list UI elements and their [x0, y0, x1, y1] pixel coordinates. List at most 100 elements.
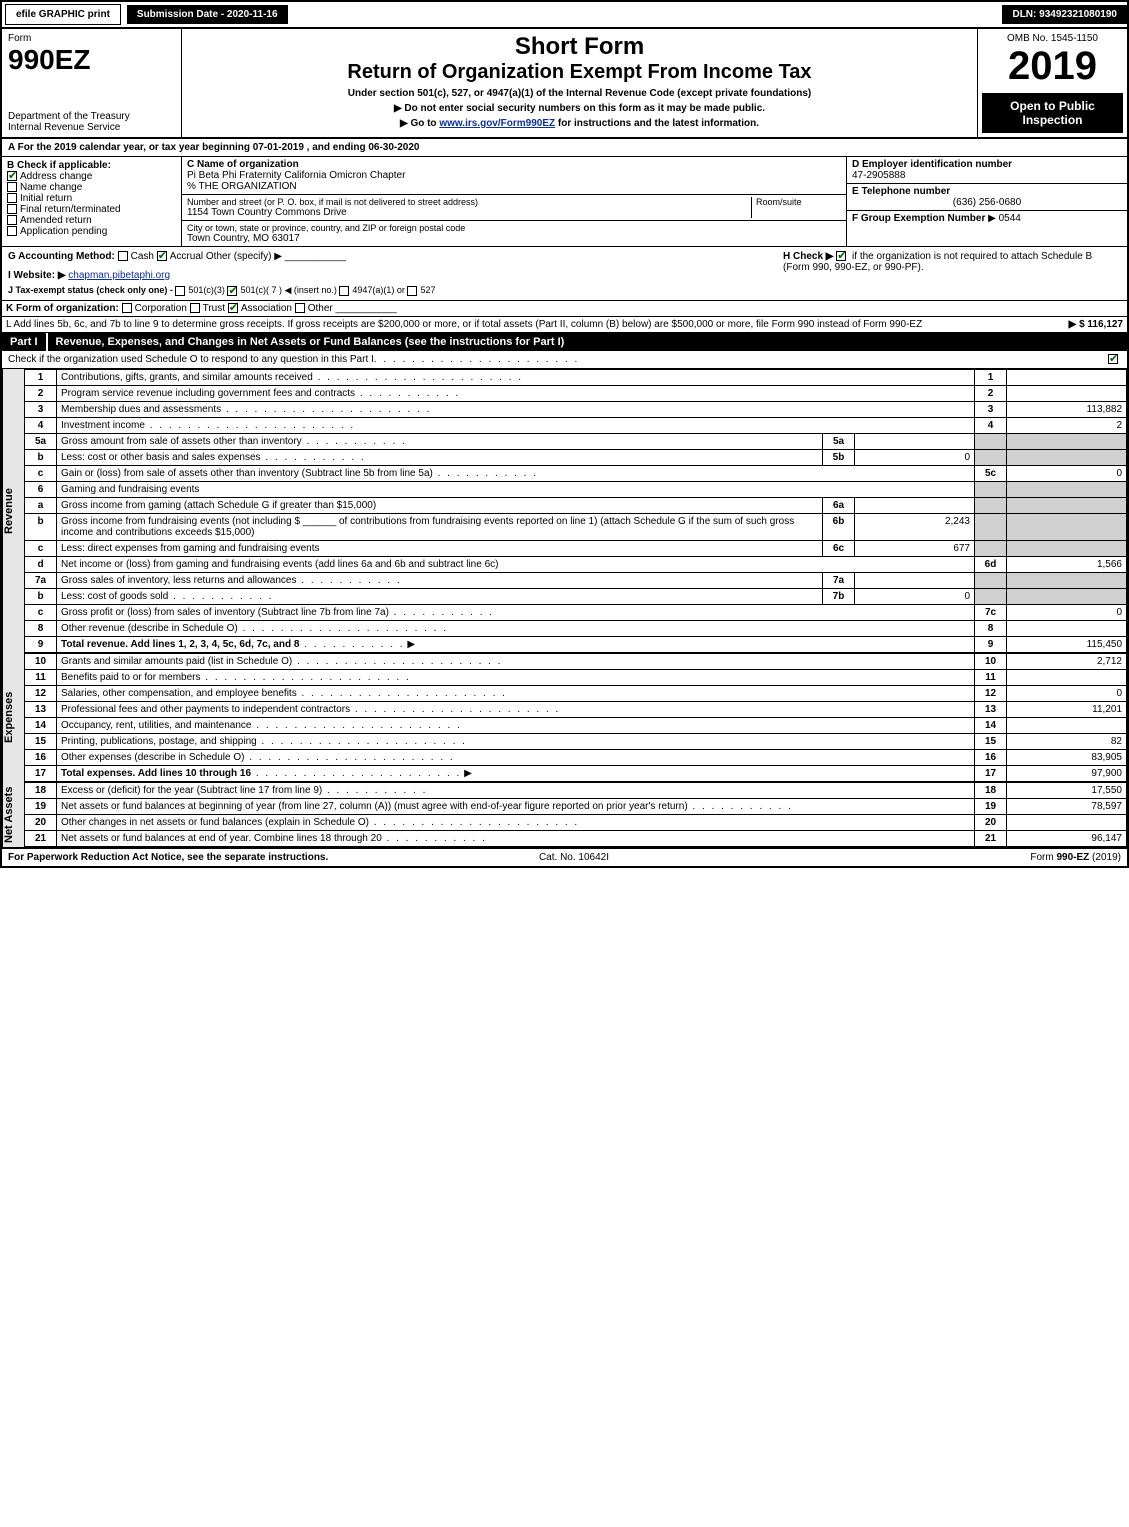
lbl-accrual: Accrual [170, 251, 203, 262]
line-6b-value: 2,243 [855, 514, 975, 541]
part-1-tag: Part I [2, 333, 48, 351]
lbl-4947: 4947(a)(1) or [352, 285, 405, 295]
net-assets-section: Net Assets 18Excess or (deficit) for the… [2, 782, 1127, 847]
room-suite-label: Room/suite [756, 197, 841, 207]
ein-label: D Employer identification number [852, 159, 1122, 170]
line-6d-value: 1,566 [1007, 557, 1127, 573]
form-page: efile GRAPHIC print Submission Date - 20… [0, 0, 1129, 868]
table-row: bLess: cost or other basis and sales exp… [25, 450, 1127, 466]
lbl-corporation: Corporation [135, 303, 187, 314]
revenue-table: 1Contributions, gifts, grants, and simil… [24, 369, 1127, 653]
box-b: B Check if applicable: Address change Na… [2, 157, 182, 246]
org-name: Pi Beta Phi Fraternity California Omicro… [187, 170, 841, 181]
line-18-value: 17,550 [1007, 783, 1127, 799]
dln-label: DLN: 93492321080190 [1002, 5, 1127, 24]
line-5b-desc: Less: cost or other basis and sales expe… [61, 452, 261, 463]
line-20-desc: Other changes in net assets or fund bala… [61, 817, 369, 828]
entity-info-block: B Check if applicable: Address change Na… [2, 157, 1127, 247]
chk-cash[interactable] [118, 251, 128, 261]
org-address: 1154 Town Country Commons Drive [187, 207, 751, 218]
table-row: 13Professional fees and other payments t… [25, 702, 1127, 718]
lbl-application-pending: Application pending [20, 226, 107, 237]
efile-button[interactable]: efile GRAPHIC print [5, 4, 121, 25]
line-21-value: 96,147 [1007, 831, 1127, 847]
total-revenue-value: 115,450 [1007, 637, 1127, 653]
chk-accrual[interactable] [157, 251, 167, 261]
chk-schedule-o-used[interactable] [1108, 354, 1118, 364]
irs-link[interactable]: www.irs.gov/Form990EZ [439, 118, 555, 129]
line-7b-desc: Less: cost of goods sold [61, 591, 168, 602]
line-13-value: 11,201 [1007, 702, 1127, 718]
line-1-desc: Contributions, gifts, grants, and simila… [61, 372, 313, 383]
form-id-footer: Form 990-EZ (2019) [1030, 852, 1121, 863]
chk-amended-return[interactable] [7, 215, 17, 225]
table-row: bGross income from fundraising events (n… [25, 514, 1127, 541]
chk-initial-return[interactable] [7, 193, 17, 203]
chk-trust[interactable] [190, 303, 200, 313]
website-link[interactable]: chapman.pibetaphi.org [68, 270, 170, 281]
line-15-value: 82 [1007, 734, 1127, 750]
line-6c-value: 677 [855, 541, 975, 557]
line-13-desc: Professional fees and other payments to … [61, 704, 350, 715]
lbl-final-return: Final return/terminated [20, 204, 121, 215]
box-c: C Name of organization Pi Beta Phi Frate… [182, 157, 847, 246]
table-row: 1Contributions, gifts, grants, and simil… [25, 370, 1127, 386]
chk-other-org[interactable] [295, 303, 305, 313]
part-1-header: Part I Revenue, Expenses, and Changes in… [2, 333, 1127, 351]
table-row: 11Benefits paid to or for members11 [25, 670, 1127, 686]
line-19-value: 78,597 [1007, 799, 1127, 815]
return-title: Return of Organization Exempt From Incom… [190, 61, 969, 84]
lbl-trust: Trust [203, 303, 225, 314]
line-10-desc: Grants and similar amounts paid (list in… [61, 656, 292, 667]
line-l-text: L Add lines 5b, 6c, and 7b to line 9 to … [6, 319, 1069, 330]
expenses-table: 10Grants and similar amounts paid (list … [24, 653, 1127, 782]
chk-application-pending[interactable] [7, 226, 17, 236]
table-row: 14Occupancy, rent, utilities, and mainte… [25, 718, 1127, 734]
table-row: 10Grants and similar amounts paid (list … [25, 654, 1127, 670]
table-row: 5aGross amount from sale of assets other… [25, 434, 1127, 450]
part-1-title: Revenue, Expenses, and Changes in Net As… [48, 333, 573, 351]
page-footer: For Paperwork Reduction Act Notice, see … [2, 847, 1127, 866]
table-row: dNet income or (loss) from gaming and fu… [25, 557, 1127, 573]
chk-schedule-b-not-required[interactable] [836, 251, 846, 261]
chk-501c3[interactable] [175, 286, 185, 296]
line-5c-desc: Gain or (loss) from sale of assets other… [61, 468, 433, 479]
table-row: cGain or (loss) from sale of assets othe… [25, 466, 1127, 482]
chk-final-return[interactable] [7, 204, 17, 214]
city-label: City or town, state or province, country… [187, 223, 841, 233]
table-row: 9Total revenue. Add lines 1, 2, 3, 4, 5c… [25, 637, 1127, 653]
table-row: aGross income from gaming (attach Schedu… [25, 498, 1127, 514]
line-5c-value: 0 [1007, 466, 1127, 482]
lbl-other-method: Other (specify) ▶ [206, 251, 282, 262]
phone-label: E Telephone number [852, 186, 1122, 197]
chk-527[interactable] [407, 286, 417, 296]
submission-date-button[interactable]: Submission Date - 2020-11-16 [127, 5, 288, 24]
line-3-desc: Membership dues and assessments [61, 404, 221, 415]
chk-address-change[interactable] [7, 171, 17, 181]
chk-name-change[interactable] [7, 182, 17, 192]
form-number: 990EZ [8, 44, 175, 76]
addr-label: Number and street (or P. O. box, if mail… [187, 197, 751, 207]
lbl-name-change: Name change [20, 182, 82, 193]
table-row: 4Investment income42 [25, 418, 1127, 434]
table-row: 15Printing, publications, postage, and s… [25, 734, 1127, 750]
table-row: 6Gaming and fundraising events [25, 482, 1127, 498]
lbl-501c: 501(c)( 7 ) ◀ (insert no.) [240, 285, 336, 295]
line-9-desc: Total revenue. Add lines 1, 2, 3, 4, 5c,… [61, 639, 299, 650]
table-row: 7aGross sales of inventory, less returns… [25, 573, 1127, 589]
section-g-h: G Accounting Method: Cash Accrual Other … [2, 247, 1127, 301]
expenses-side-label: Expenses [2, 653, 24, 782]
revenue-section: Revenue 1Contributions, gifts, grants, a… [2, 369, 1127, 653]
lbl-other-org: Other [308, 303, 333, 314]
chk-corporation[interactable] [122, 303, 132, 313]
chk-4947[interactable] [339, 286, 349, 296]
irs-label: Internal Revenue Service [8, 122, 175, 133]
chk-association[interactable] [228, 303, 238, 313]
tax-year: 2019 [982, 44, 1123, 89]
total-expenses-value: 97,900 [1007, 766, 1127, 782]
line-11-desc: Benefits paid to or for members [61, 672, 201, 683]
chk-501c[interactable] [227, 286, 237, 296]
lbl-501c3: 501(c)(3) [188, 285, 225, 295]
lbl-initial-return: Initial return [20, 193, 72, 204]
line-7a-desc: Gross sales of inventory, less returns a… [61, 575, 296, 586]
